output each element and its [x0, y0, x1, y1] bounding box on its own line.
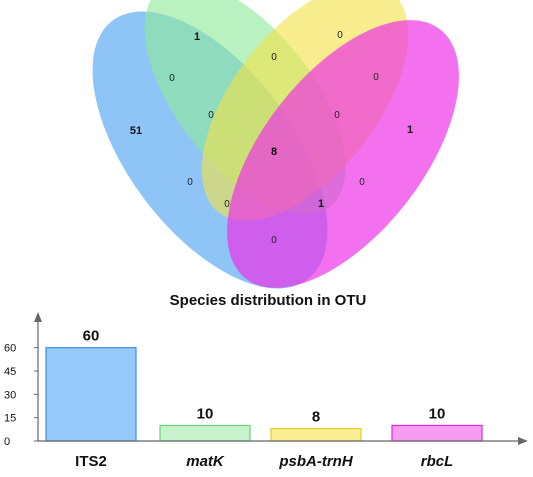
bar-layer: 60 ITS2 10 matK 8 psbA-trnH 10 rbcL — [45, 328, 483, 470]
bar-value-label: 8 — [312, 409, 320, 426]
bar-value-label: 60 — [83, 328, 100, 345]
venn-count-matk-only: 1 — [194, 31, 200, 43]
venn-count-its2-psba: 0 — [187, 177, 193, 188]
y-axis-arrow — [34, 312, 42, 322]
venn-count-psba-only: 0 — [337, 30, 343, 41]
venn-count-its2-matk: 0 — [169, 73, 175, 84]
y-tick-label: 15 — [4, 413, 16, 425]
bar-value-label: 10 — [429, 405, 446, 422]
venn-count-rbcl-only: 1 — [407, 124, 413, 136]
venn-count-matk-rbcl: 0 — [359, 177, 365, 188]
venn-count-matk-psba: 0 — [271, 52, 277, 63]
bar-rbcl — [391, 424, 483, 442]
bar-value-label: 10 — [197, 405, 214, 422]
y-tick-label: 0 — [4, 436, 10, 448]
x-category-label: rbcL — [421, 453, 454, 470]
y-tick-label: 30 — [4, 389, 16, 401]
bar-its2 — [45, 347, 137, 442]
bar-chart-title: Species distribution in OTU — [170, 292, 367, 309]
y-tick-label: 45 — [4, 366, 16, 378]
venn-diagram: 51 1 0 1 0 0 0 0 0 8 0 0 0 1 0 — [92, 0, 459, 289]
bar-chart: Species distribution in OTU 60 ITS2 10 matK… — [4, 292, 528, 470]
venn-count-psba-rbcl: 0 — [373, 72, 379, 83]
axis-layer: 0 15 30 45 60 — [4, 312, 528, 448]
venn-ellipse-rbcl — [227, 20, 459, 288]
venn-count-its2-rbcl: 0 — [271, 235, 277, 246]
venn-count-its2-matk-psba: 0 — [208, 110, 214, 121]
venn-count-its2-psba-rbcl: 0 — [224, 199, 230, 210]
venn-count-its2-matk-rbcl: 1 — [318, 198, 324, 210]
x-category-label: psbA-trnH — [278, 453, 353, 470]
venn-count-matk-psba-rbcl: 0 — [334, 110, 340, 121]
x-category-label: matK — [186, 453, 225, 470]
y-tick-label: 60 — [4, 343, 16, 355]
x-category-label: ITS2 — [75, 453, 107, 470]
venn-count-its2-only: 51 — [130, 125, 142, 137]
x-axis-arrow — [518, 437, 528, 445]
bar-matk — [159, 424, 251, 442]
bar-psba-trnh — [270, 427, 362, 442]
venn-count-all-four: 8 — [271, 146, 277, 158]
